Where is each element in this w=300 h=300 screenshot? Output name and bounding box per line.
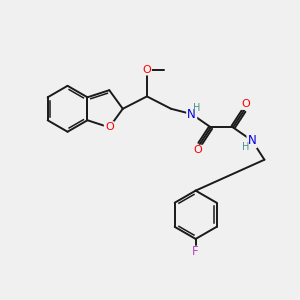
Text: O: O — [142, 65, 151, 75]
Text: N: N — [248, 134, 256, 147]
Text: H: H — [193, 103, 201, 112]
Text: F: F — [192, 245, 199, 258]
Text: N: N — [187, 108, 196, 121]
Text: O: O — [105, 122, 114, 132]
Text: H: H — [242, 142, 250, 152]
Text: O: O — [241, 99, 250, 110]
Text: O: O — [194, 145, 203, 155]
